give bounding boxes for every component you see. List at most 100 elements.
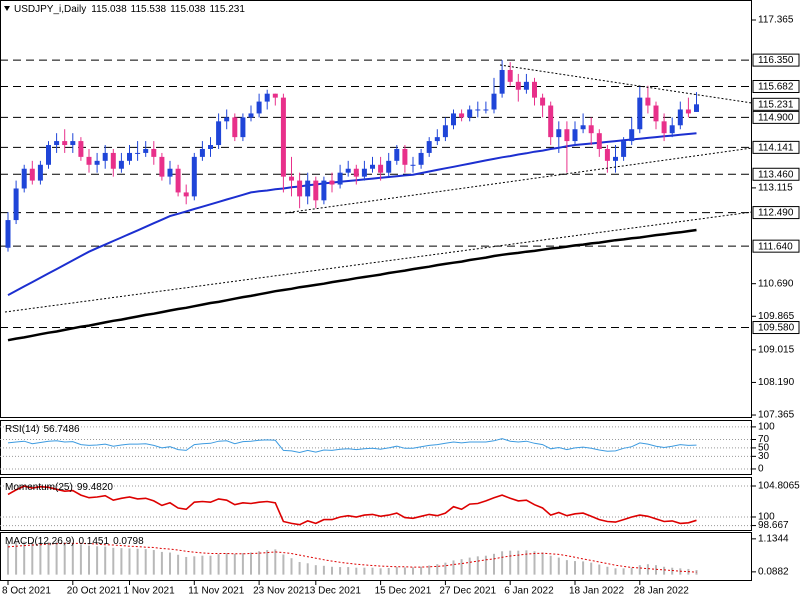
y-tick-label: 110.690: [758, 278, 794, 289]
candle-body: [110, 152, 116, 169]
candle-body: [669, 125, 675, 134]
rsi-value: 56.7486: [43, 424, 80, 435]
main-header: USDJPY_i,Daily 115.038 115.538 115.038 115.2…: [14, 4, 245, 15]
candle-body: [46, 145, 51, 165]
candle-body: [361, 168, 367, 177]
candle-body: [345, 168, 351, 173]
moving-average: [7, 132, 697, 296]
level-label-box: [752, 239, 800, 253]
candle-body: [467, 109, 473, 118]
macd-bar: [363, 567, 366, 575]
candle-body: [175, 168, 181, 193]
rsi-title: RSI(14): [5, 424, 39, 435]
candle-body: [613, 156, 618, 161]
macd-bar: [241, 553, 244, 575]
x-tick-label: 27 Dec 2021: [439, 586, 496, 597]
macd-bar: [306, 563, 309, 575]
close-value: 115.231: [209, 4, 245, 15]
macd-bar: [79, 544, 82, 575]
x-tick-label: 15 Dec 2021: [375, 586, 432, 597]
level-label: 116.350: [758, 55, 794, 66]
chart-layer: 117.365 113.115 110.690 109.865 109.015 108.1…: [0, 15, 800, 597]
macd-bar: [420, 566, 423, 575]
low-value: 115.038: [170, 4, 206, 15]
candle-body: [62, 141, 68, 146]
candle-body: [5, 220, 11, 248]
macd-bar: [177, 554, 180, 575]
macd-bar: [331, 566, 333, 575]
macd-bar: [436, 564, 439, 575]
candle-body: [621, 141, 627, 157]
y-tick-label: 104.8065: [758, 481, 800, 492]
candle-body: [208, 145, 213, 149]
candle-body: [491, 93, 497, 110]
macd-bar: [638, 565, 641, 575]
macd-bar: [582, 561, 585, 575]
price-panel: [0, 0, 752, 418]
macd-bar: [144, 549, 147, 575]
macd-bar: [671, 567, 674, 575]
candle-body: [127, 152, 132, 161]
candle-body: [256, 101, 262, 114]
y-tick-label: 30: [758, 451, 770, 462]
candle-body: [191, 156, 197, 197]
x-tick-label: 1 Nov 2021: [124, 586, 176, 597]
level-label: 113.460: [758, 169, 794, 180]
macd-bar: [549, 555, 552, 575]
y-tick-label: 117.365: [758, 15, 794, 26]
candle-body: [434, 137, 440, 142]
macd-bar: [23, 541, 26, 575]
macd-bar: [31, 542, 34, 575]
macd-bar: [47, 541, 50, 575]
signal-line: [7, 542, 697, 573]
candle-body: [394, 148, 400, 161]
candle-body: [386, 160, 392, 173]
macd-bar: [7, 543, 9, 575]
x-tick-label: 23 Nov 2021: [253, 586, 310, 597]
macd-bar: [663, 566, 666, 575]
macd-bar: [339, 567, 342, 575]
macd-bar: [655, 565, 657, 575]
macd-bar: [282, 554, 285, 575]
macd-bar: [298, 562, 301, 575]
candle-body: [216, 121, 222, 146]
trendline: [499, 64, 753, 104]
candle-body: [329, 180, 335, 185]
macd-bar: [355, 567, 358, 575]
y-tick-label: 0.0882: [758, 566, 789, 577]
macd-bar: [598, 564, 601, 575]
macd-bar: [233, 553, 236, 575]
candle-body: [532, 81, 537, 98]
macd-bar: [136, 548, 139, 575]
macd-bar: [590, 562, 593, 575]
candle-body: [135, 152, 141, 154]
candle-body: [224, 117, 230, 122]
candle-body: [94, 160, 100, 165]
macd-bar: [517, 550, 520, 575]
macd-bar: [266, 550, 269, 575]
candle-body: [21, 168, 27, 189]
moving-average: [7, 228, 697, 342]
macd-bar: [614, 568, 617, 575]
high-value: 115.538: [131, 4, 167, 15]
candle-body: [199, 148, 205, 157]
macd-bar: [606, 566, 609, 575]
macd-bar: [63, 542, 66, 575]
collapse-icon[interactable]: [4, 6, 10, 11]
candle-body: [677, 109, 683, 126]
macd-bar: [371, 567, 374, 575]
macd-bar: [452, 560, 455, 575]
signal-value: 0.0798: [113, 536, 144, 547]
macd-bar: [250, 552, 252, 575]
macd-bar: [565, 560, 568, 575]
candle-body: [402, 148, 408, 165]
macd-bar: [395, 567, 398, 575]
rsi-panel: [0, 420, 752, 475]
candle-body: [637, 97, 643, 130]
candle-body: [272, 93, 278, 98]
candle-body: [548, 105, 554, 138]
macd-bar: [217, 554, 220, 575]
level-label-box: [752, 167, 800, 181]
candle-body: [280, 97, 286, 177]
macd-bar: [55, 541, 58, 575]
